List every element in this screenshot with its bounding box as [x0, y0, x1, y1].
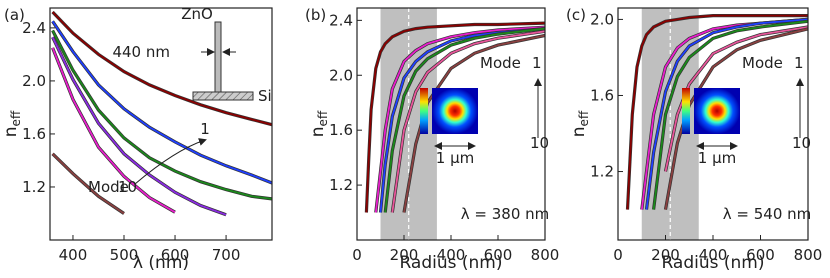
x-tick-label: 800	[794, 246, 823, 264]
colorbar	[420, 88, 428, 134]
x-tick-label: 0	[352, 246, 362, 264]
annotation: 10	[118, 178, 137, 196]
y-axis-label: neff	[308, 110, 330, 137]
axes-frame	[49, 7, 273, 241]
curve	[645, 18, 808, 210]
annotation: 10	[792, 134, 811, 152]
curve	[626, 14, 808, 210]
curve	[403, 34, 545, 213]
colorbar	[682, 88, 690, 134]
y-axis-subscript: eff	[316, 110, 330, 126]
curve	[51, 20, 272, 184]
curves	[625, 14, 808, 210]
substrate	[192, 91, 254, 101]
y-axis-symbol: n	[308, 126, 328, 137]
y-axis-label: neff	[1, 110, 23, 137]
y-axis-label: neff	[569, 110, 591, 137]
x-tick-label: 400	[699, 246, 728, 264]
y-tick-label: 1.2	[590, 163, 614, 181]
annotation: 1	[532, 54, 542, 72]
curve	[391, 30, 545, 213]
x-tick-label: 800	[531, 246, 560, 264]
y-tick-label: 2.4	[22, 19, 46, 37]
x-tick-label: 200	[390, 246, 419, 264]
y-axis-symbol: n	[1, 126, 21, 137]
x-tick-label: 0	[613, 246, 623, 264]
x-tick-label: 400	[59, 246, 88, 264]
nanowire	[214, 21, 222, 93]
y-tick-label: 2.0	[329, 66, 353, 84]
x-axis-label: Radius (nm)	[661, 253, 764, 273]
curve	[384, 27, 545, 213]
y-tick-label: 1.6	[590, 86, 614, 104]
x-tick-label: 700	[212, 246, 241, 264]
annotation: λ = 540 nm	[723, 205, 812, 223]
annotation: 1	[200, 120, 210, 138]
x-tick-label: 600	[161, 246, 190, 264]
y-tick-label: 1.6	[22, 125, 46, 143]
mode-image	[694, 88, 740, 134]
curve	[664, 28, 808, 210]
annotation: Si	[258, 87, 272, 105]
panel-label: (c)	[566, 6, 586, 24]
curves	[51, 10, 272, 217]
x-tick-label: 200	[651, 246, 680, 264]
curve	[652, 20, 808, 210]
x-tick-label: 600	[746, 246, 775, 264]
curve	[365, 22, 545, 213]
panel-label: (b)	[305, 6, 326, 24]
y-tick-label: 2.4	[329, 11, 353, 29]
curves	[364, 21, 545, 213]
annotation: Mode	[88, 178, 129, 196]
y-axis-symbol: n	[569, 126, 589, 137]
mode-arrow	[134, 138, 207, 185]
annotation: 440 nm	[112, 43, 170, 61]
y-tick-label: 1.2	[22, 178, 46, 196]
y-tick-label: 1.2	[329, 176, 353, 194]
y-axis-subscript: eff	[577, 110, 591, 126]
curve	[51, 153, 125, 215]
curve	[51, 36, 227, 216]
x-tick-label: 500	[110, 246, 139, 264]
x-tick-label: 400	[437, 246, 466, 264]
annotation: ZnO	[181, 5, 213, 23]
x-axis-label: Radius (nm)	[399, 253, 502, 273]
annotation: 1 µm	[698, 149, 736, 167]
panel-label: (a)	[4, 6, 25, 24]
curve	[51, 47, 176, 213]
y-tick-label: 1.6	[329, 121, 353, 139]
annotation: λ = 380 nm	[461, 205, 550, 223]
y-tick-label: 2.0	[590, 10, 614, 28]
annotation: 1 µm	[436, 149, 474, 167]
x-tick-label: 600	[484, 246, 513, 264]
curve	[51, 30, 272, 200]
annotation: 10	[530, 134, 549, 152]
y-axis-subscript: eff	[9, 110, 23, 126]
curve	[374, 26, 545, 213]
curve	[51, 11, 272, 126]
x-axis-label: λ (nm)	[133, 253, 189, 273]
annotation: 1	[794, 54, 804, 72]
y-tick-label: 2.0	[22, 72, 46, 90]
annotation: Mode	[742, 54, 783, 72]
curve	[379, 27, 545, 213]
annotation: Mode	[480, 54, 521, 72]
mode-image	[432, 88, 478, 134]
curve	[664, 26, 808, 172]
